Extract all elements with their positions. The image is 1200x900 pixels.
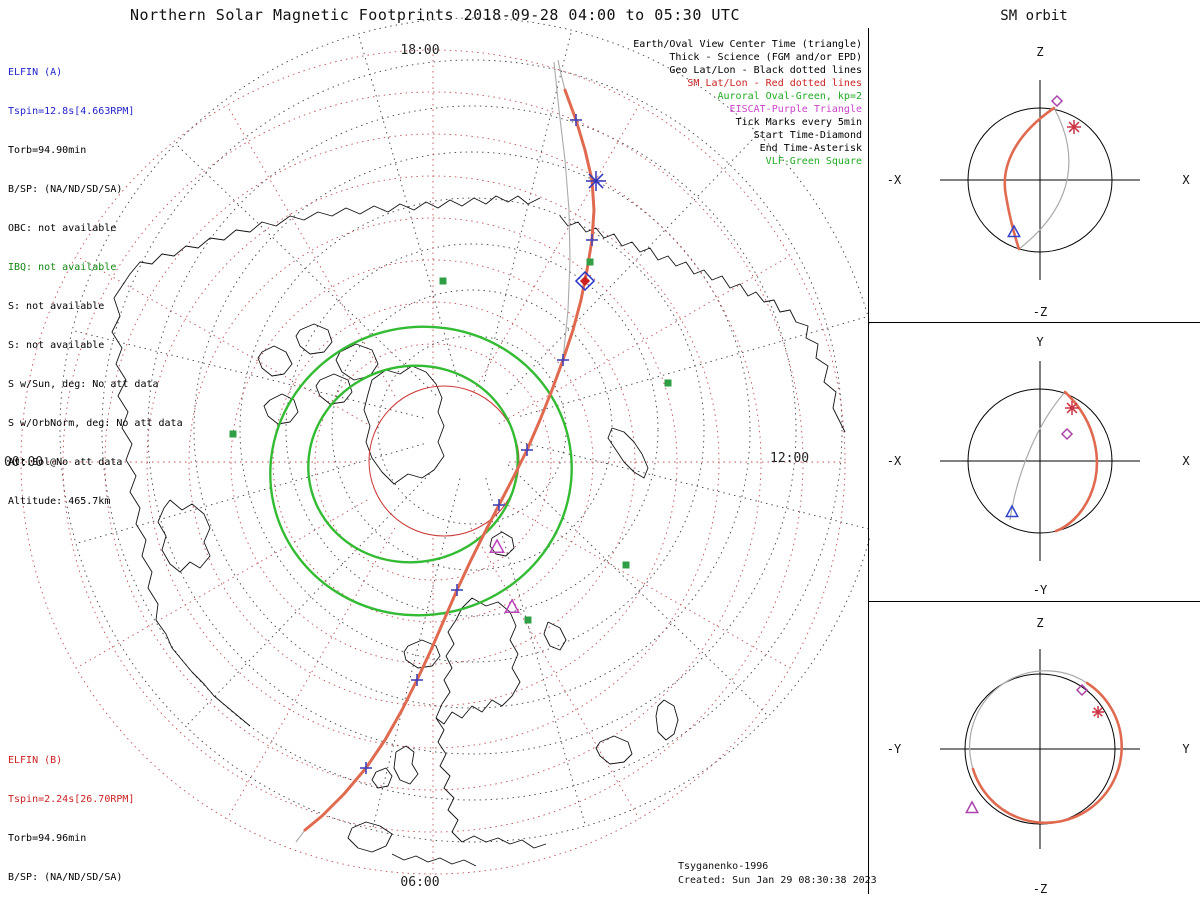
legend-line: EISCAT-Purple Triangle bbox=[729, 104, 862, 115]
created-label: Created: Sun Jan 29 08:30:38 2023 bbox=[678, 875, 877, 886]
legend-line: SM Lat/Lon - Red dotted lines bbox=[687, 78, 862, 89]
orbit-path-near bbox=[1054, 390, 1099, 533]
axis-label-left: -Y bbox=[887, 742, 902, 756]
satellite-track bbox=[295, 59, 606, 843]
sm-orbit-plot-X-Z: Z -Z -X X bbox=[887, 45, 1191, 319]
sm-orbit-plot-Y-Z: Z -Z -Y Y bbox=[887, 616, 1191, 896]
mlt-clock-label-bottom: 06:00 bbox=[400, 875, 439, 890]
info-line: OBC: not available bbox=[8, 223, 117, 234]
info-line: S w/OrbNorm, deg: No att data bbox=[8, 418, 183, 429]
axis-label-right: X bbox=[1182, 454, 1190, 468]
orbit-path-far bbox=[1018, 107, 1070, 250]
polar-map: 18:00 00:00 12:00 06:00 bbox=[4, 17, 885, 890]
info-line: S: not available bbox=[8, 340, 105, 351]
triangle-marker bbox=[504, 598, 520, 613]
elfin-a-info-block: ELFIN (A) Tspin=12.8s[4.663RPM] Torb=94.… bbox=[8, 40, 183, 534]
earth-circle bbox=[964, 673, 1116, 825]
sm-orbit-panel-xy: Y -Y -X X bbox=[868, 322, 1200, 601]
end-asterisk-marker bbox=[1093, 707, 1103, 717]
axis-label-right: Y bbox=[1182, 742, 1190, 756]
vlf-square-marker bbox=[524, 616, 532, 624]
mlt-clock-label-top: 18:00 bbox=[400, 43, 439, 58]
info-line: B/SP: (NA/ND/SD/SA) bbox=[8, 872, 123, 883]
axis-label-left: -X bbox=[887, 173, 902, 187]
vlf-square-marker bbox=[439, 277, 447, 285]
vlf-square-marker bbox=[586, 258, 594, 266]
footer-block: Tsyganenko-1996 Created: Sun Jan 29 08:3… bbox=[678, 860, 877, 888]
start-diamond-marker bbox=[1075, 683, 1089, 697]
sm-orbit-panel-yz: Z -Z -Y Y bbox=[868, 601, 1200, 900]
map-legend: Earth/Oval View Center Time (triangle) T… bbox=[540, 38, 862, 168]
triangle-marker bbox=[1007, 224, 1021, 238]
orbit-path-far bbox=[1009, 391, 1066, 521]
info-line: IBQ: not available bbox=[8, 262, 117, 273]
legend-line: End Time-Asterisk bbox=[759, 143, 862, 154]
elfin-b-info-block: ELFIN (B) Tspin=2.24s[26.70RPM] Torb=94.… bbox=[8, 728, 183, 900]
mlt-clock-label-right: 12:00 bbox=[770, 451, 809, 466]
sm-orbit-plot-X-Y: Y -Y -X X bbox=[887, 335, 1191, 597]
panel-separator-1 bbox=[868, 322, 1200, 323]
axis-label-top: Z bbox=[1036, 616, 1043, 630]
start-diamond-marker bbox=[1060, 427, 1074, 441]
mlt-clock-label-left: 00:00 bbox=[4, 455, 43, 470]
page-title: Northern Solar Magnetic Footprints 2018-… bbox=[130, 6, 740, 24]
info-line: S w/Sun, deg: No att data bbox=[8, 379, 159, 390]
info-line: Altitude: 465.7km bbox=[8, 496, 111, 507]
sm-orbit-title: SM orbit bbox=[1000, 8, 1068, 24]
earth-circle bbox=[967, 107, 1113, 253]
end-asterisk-marker bbox=[1068, 121, 1080, 133]
axis-label-top: Z bbox=[1036, 45, 1043, 59]
vlf-square-marker bbox=[664, 379, 672, 387]
sm-80-circle bbox=[368, 385, 520, 537]
triangle-marker bbox=[965, 800, 979, 814]
polar-map-container: 18:00 00:00 12:00 06:00 bbox=[4, 17, 885, 890]
legend-line: Earth/Oval View Center Time (triangle) bbox=[633, 39, 862, 50]
start-diamond-marker bbox=[1050, 94, 1064, 108]
panel-separator-2 bbox=[868, 601, 1200, 602]
triangle-marker bbox=[1005, 504, 1019, 518]
end-asterisk-marker bbox=[588, 173, 604, 189]
elfin-a-title: ELFIN (A) bbox=[8, 67, 63, 78]
sm-orbit-panel-xz: Z -Z -X X bbox=[868, 30, 1200, 322]
start-diamond-marker bbox=[579, 275, 591, 287]
axis-label-bottom: -Z bbox=[1033, 882, 1047, 896]
end-asterisk-marker bbox=[1066, 402, 1078, 414]
axis-label-top: Y bbox=[1036, 335, 1044, 349]
vlf-square-marker bbox=[622, 561, 630, 569]
axis-label-right: X bbox=[1182, 173, 1190, 187]
legend-line: Geo Lat/Lon - Black dotted lines bbox=[669, 65, 862, 76]
legend-line: Thick - Science (FGM and/or EPD) bbox=[669, 52, 862, 63]
legend-line: Start Time-Diamond bbox=[753, 130, 862, 141]
triangle-marker bbox=[489, 538, 505, 553]
vlf-square-marker bbox=[229, 430, 237, 438]
orbit-path-far bbox=[969, 670, 1088, 770]
model-label: Tsyganenko-1996 bbox=[678, 861, 769, 872]
info-line: Tspin=2.24s[26.70RPM] bbox=[8, 794, 135, 805]
panel-divider-vertical bbox=[868, 28, 869, 894]
elfin-b-title: ELFIN (B) bbox=[8, 755, 63, 766]
axis-label-bottom: -Y bbox=[1033, 583, 1048, 597]
info-line: B/SP: (NA/ND/SD/SA) bbox=[8, 184, 123, 195]
orbit-path-near bbox=[971, 681, 1123, 825]
axis-label-left: -X bbox=[887, 454, 902, 468]
axis-label-bottom: -Z bbox=[1033, 305, 1047, 319]
info-line: Torb=94.96min bbox=[8, 833, 87, 844]
info-line: S: not available bbox=[8, 301, 105, 312]
orbit-path-near bbox=[1003, 106, 1056, 251]
legend-line: Auroral Oval-Green, kp=2 bbox=[717, 91, 863, 102]
legend-line: VLF-Green Square bbox=[765, 156, 862, 167]
auroral-oval bbox=[269, 325, 573, 617]
earth-circle bbox=[967, 388, 1113, 534]
info-line: Tspin=12.8s[4.663RPM] bbox=[8, 106, 135, 117]
coastlines bbox=[111, 195, 846, 867]
legend-line: Tick Marks every 5min bbox=[735, 117, 862, 128]
info-line: Att.Sol@No att data bbox=[8, 457, 123, 468]
info-line: Torb=94.90min bbox=[8, 145, 87, 156]
start-diamond-marker bbox=[574, 270, 596, 292]
